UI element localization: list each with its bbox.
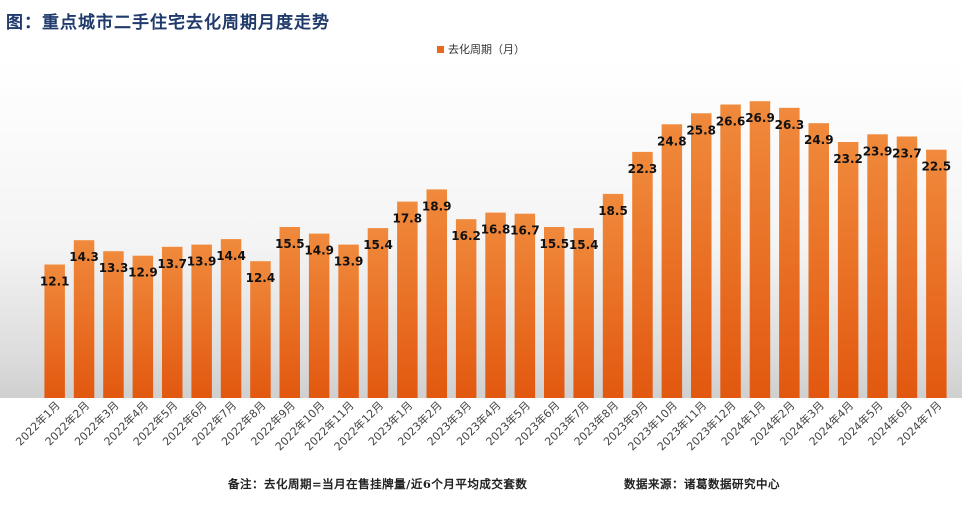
data-label: 24.8 [657, 134, 687, 148]
bar-2022年6月 [191, 244, 212, 398]
bar-2024年6月 [896, 136, 918, 398]
bar-2022年8月 [250, 261, 271, 398]
footnote-note: 备注：去化周期=当月在售挂牌量/近6个月平均成交套数 [228, 477, 528, 491]
bar-2023年4月 [485, 212, 506, 398]
bar-2023年10月 [661, 124, 683, 399]
bar-2023年9月 [632, 151, 653, 398]
data-label: 17.8 [392, 212, 422, 226]
data-label: 13.7 [157, 257, 187, 271]
bar-2022年12月 [367, 228, 389, 398]
data-label: 16.7 [510, 224, 540, 238]
data-label: 15.5 [275, 237, 305, 251]
data-label: 13.9 [334, 255, 364, 269]
bar-2022年3月 [103, 251, 124, 398]
bar-2022年11月 [338, 244, 359, 398]
bar-2023年3月 [455, 219, 477, 398]
data-label: 18.9 [422, 199, 452, 213]
footnote-source: 数据来源：诸葛数据研究中心 [624, 477, 780, 491]
data-label: 23.9 [863, 144, 893, 158]
data-label: 18.5 [598, 204, 628, 218]
data-label: 22.5 [921, 160, 951, 174]
bar-2022年10月 [308, 233, 330, 398]
data-label: 26.6 [716, 115, 746, 129]
data-label: 25.8 [686, 123, 716, 137]
data-label: 22.3 [628, 162, 658, 176]
data-label: 13.9 [187, 255, 217, 269]
data-label: 16.2 [451, 229, 481, 243]
bar-2024年7月 [926, 149, 947, 398]
bar-2022年1月 [44, 264, 65, 398]
bar-2024年2月 [779, 107, 800, 399]
plot-area [0, 58, 962, 398]
data-label: 15.5 [539, 237, 569, 251]
chart-title: 图：重点城市二手住宅去化周期月度走势 [6, 13, 330, 33]
bar-2024年4月 [837, 142, 859, 398]
bar-2022年4月 [132, 255, 154, 398]
data-label: 24.9 [804, 133, 834, 147]
bar-2022年2月 [73, 240, 95, 398]
bar-2024年5月 [867, 134, 888, 399]
data-label: 23.2 [833, 152, 863, 166]
data-label: 15.4 [363, 238, 393, 252]
chart-legend: 去化周期（月） [0, 41, 962, 57]
bar-2024年3月 [808, 123, 829, 398]
data-label: 14.4 [216, 249, 246, 263]
bar-2024年1月 [749, 101, 771, 398]
legend-label: 去化周期（月） [448, 43, 525, 56]
data-label: 12.9 [128, 266, 158, 280]
data-label: 14.3 [69, 250, 99, 264]
data-label: 26.9 [745, 111, 775, 125]
bar-2023年12月 [720, 104, 741, 398]
data-label: 13.3 [99, 261, 129, 275]
bar-2022年7月 [220, 239, 242, 398]
bar-2023年2月 [426, 189, 447, 398]
bar-2023年8月 [602, 193, 624, 398]
data-label: 12.4 [246, 271, 276, 285]
bar-2023年5月 [514, 213, 536, 398]
bar-2022年5月 [162, 246, 183, 398]
data-label: 26.3 [775, 118, 805, 132]
data-label: 12.1 [40, 275, 70, 289]
bar-2023年11月 [691, 113, 712, 399]
data-label: 15.4 [569, 238, 599, 252]
bar-2022年9月 [279, 227, 300, 398]
data-label: 16.8 [481, 223, 511, 237]
bar-2023年6月 [544, 227, 565, 398]
bar-2023年1月 [397, 201, 418, 398]
data-label: 23.7 [892, 147, 922, 161]
data-label: 14.9 [304, 244, 334, 258]
legend-swatch [437, 45, 444, 53]
bar-2023年7月 [573, 228, 594, 398]
